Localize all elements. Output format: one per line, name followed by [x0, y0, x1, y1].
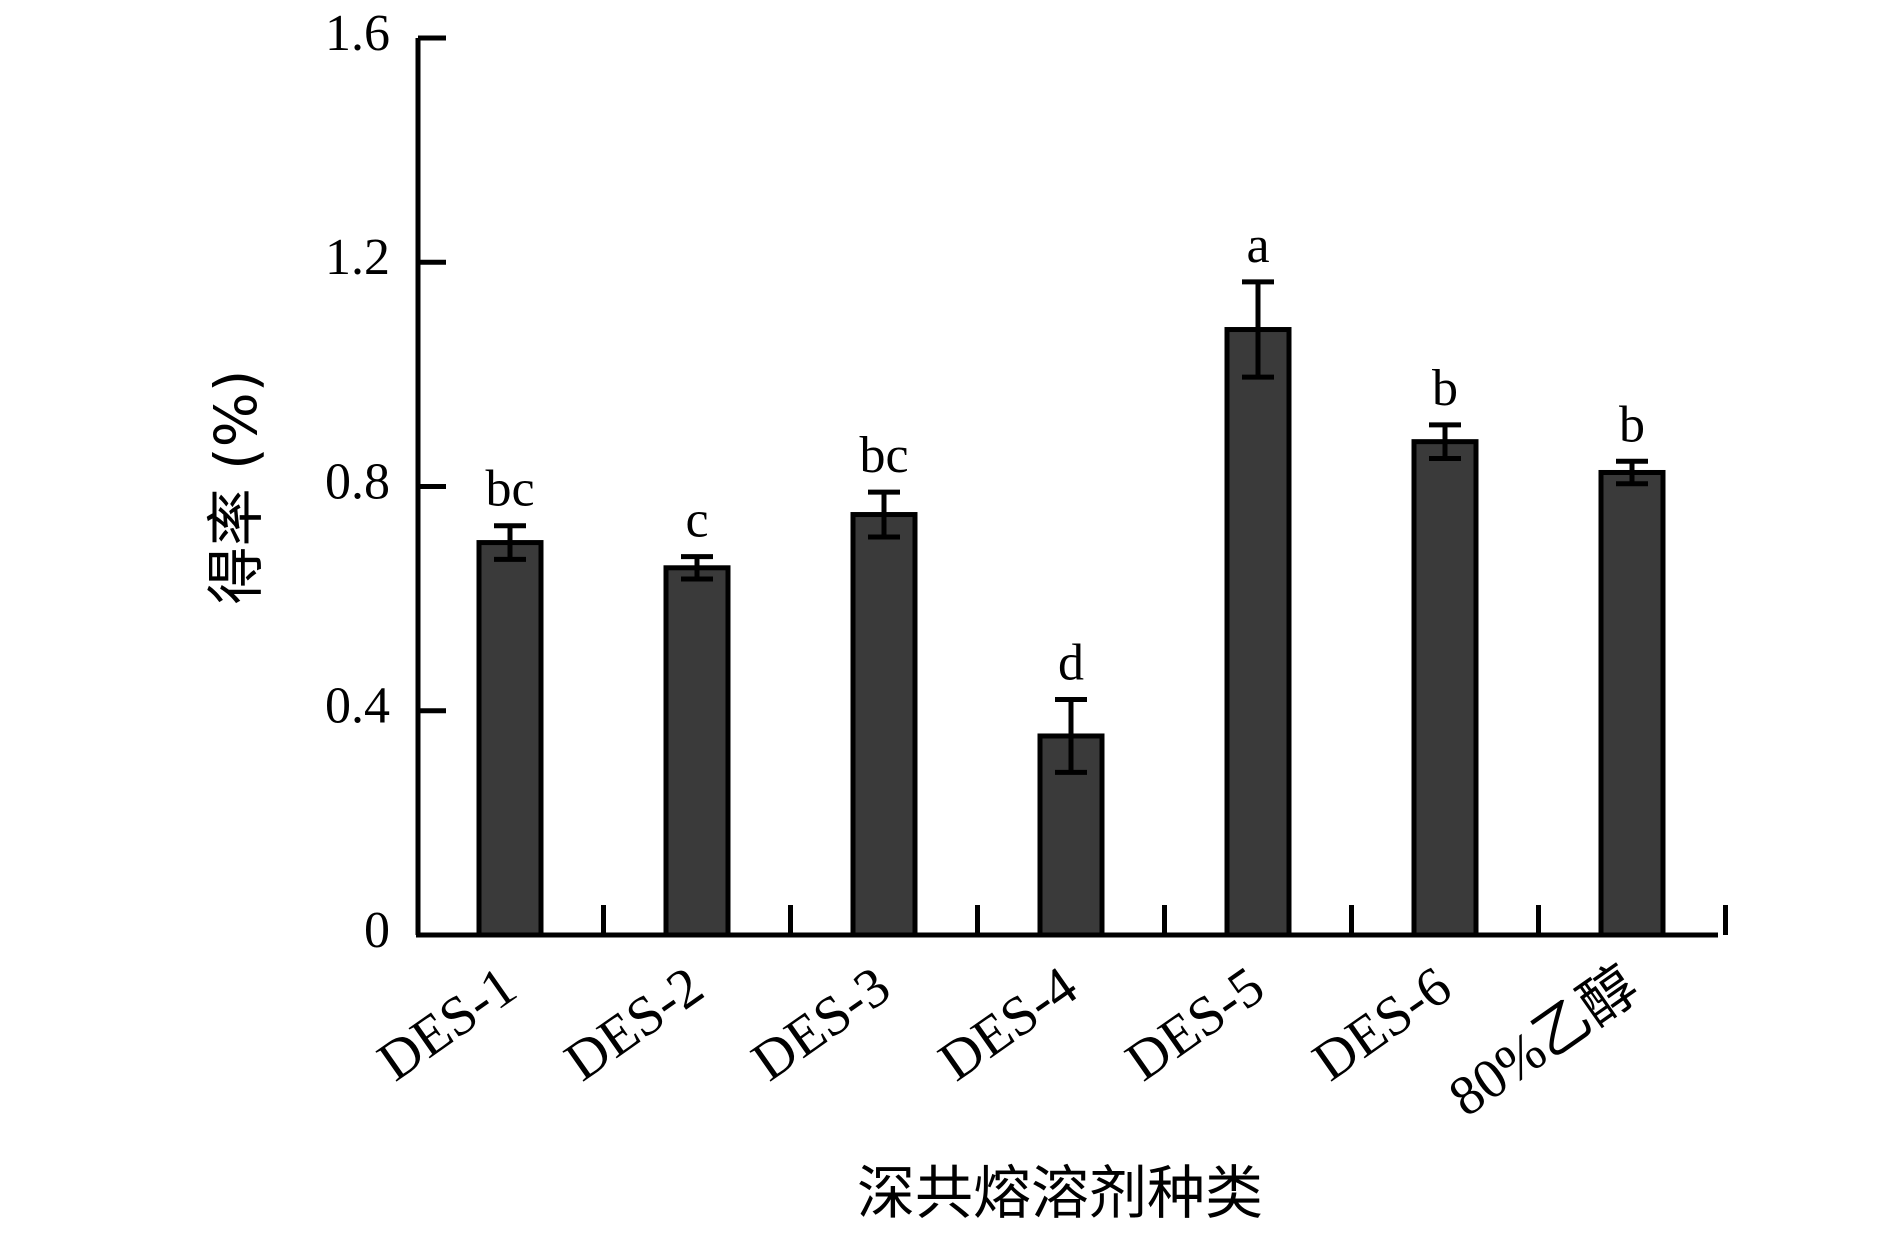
bar: [1037, 733, 1105, 938]
significance-letter: b: [1619, 396, 1645, 453]
error-bars: [494, 279, 1648, 775]
y-axis-title: 得率 (%): [202, 370, 270, 605]
x-tick-label: DES-1: [367, 955, 527, 1093]
bar: [1224, 327, 1292, 938]
y-axis: [415, 35, 446, 938]
x-tick-label: DES-4: [928, 955, 1088, 1093]
y-tick-label: 0.8: [325, 453, 390, 510]
error-bar: [1242, 279, 1274, 380]
error-bar: [868, 489, 900, 540]
bar: [476, 540, 544, 938]
x-tick-label: 80%乙醇: [1438, 955, 1649, 1129]
y-tick-label: 0.4: [325, 678, 390, 735]
bar: [1411, 439, 1479, 938]
bar: [850, 512, 918, 938]
x-tick-label: DES-6: [1302, 955, 1462, 1093]
bars: [476, 327, 1666, 938]
x-tick-label: DES-2: [554, 955, 714, 1093]
x-tick-label: DES-3: [741, 955, 901, 1093]
significance-letter: d: [1058, 635, 1084, 692]
bar: [1598, 469, 1666, 938]
x-axis-title: 深共熔溶剂种类: [857, 1159, 1263, 1227]
error-bar: [681, 554, 713, 582]
y-tick-label: 0: [364, 902, 390, 959]
bar: [663, 565, 731, 938]
x-tick-label: DES-5: [1115, 955, 1275, 1093]
error-bar: [1055, 697, 1087, 775]
y-tick-labels: 0 0.4 0.8 1.2 1.6: [325, 5, 390, 959]
y-tick-label: 1.6: [325, 5, 390, 62]
significance-letter: b: [1432, 360, 1458, 417]
significance-letters: bc c bc d a b b: [485, 217, 1645, 692]
significance-letter: a: [1246, 217, 1269, 274]
significance-letter: bc: [859, 427, 908, 484]
error-bar: [494, 523, 526, 562]
y-tick-label: 1.2: [325, 229, 390, 286]
error-bar: [1429, 422, 1461, 461]
significance-letter: c: [685, 492, 708, 549]
significance-letter: bc: [485, 461, 534, 518]
error-bar: [1616, 458, 1648, 487]
x-tick-labels: DES-1 DES-2 DES-3 DES-4 DES-5 DES-680%乙醇: [367, 955, 1649, 1129]
